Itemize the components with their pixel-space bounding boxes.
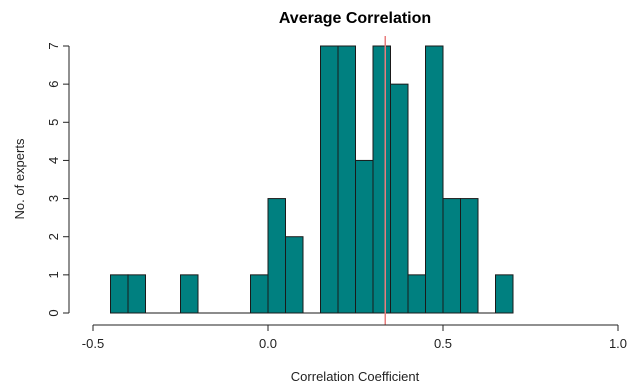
x-axis-label: Correlation Coefficient [291, 369, 420, 384]
y-tick-label: 0 [46, 309, 61, 316]
y-axis-label: No. of experts [12, 138, 27, 219]
x-axis: -0.5 0.0 0.5 1.0 [82, 324, 627, 351]
y-tick-label: 5 [46, 119, 61, 126]
y-tick-label: 7 [46, 42, 61, 49]
x-tick-label: -0.5 [82, 336, 104, 351]
histogram-bar [355, 159, 374, 314]
y-tick-label: 1 [46, 271, 61, 278]
histogram-bar [127, 274, 146, 314]
histogram-bar [320, 45, 339, 314]
y-tick-label: 4 [46, 157, 61, 164]
x-tick-label: 0.0 [259, 336, 277, 351]
histogram-bar [460, 198, 479, 314]
y-tick-label: 3 [46, 195, 61, 202]
histogram-bar [495, 274, 514, 314]
histogram-bar [425, 45, 444, 314]
histogram-bar [442, 198, 461, 314]
histogram-bar [250, 274, 269, 314]
x-tick-label: 1.0 [609, 336, 627, 351]
histogram-bar [285, 236, 304, 314]
histogram-bar [267, 198, 286, 314]
y-axis: 0 1 2 3 4 5 6 7 [46, 42, 70, 317]
histogram-bar [372, 45, 391, 314]
y-tick-label: 2 [46, 233, 61, 240]
chart-title: Average Correlation [279, 10, 431, 27]
x-tick-label: 0.5 [434, 336, 452, 351]
histogram-bar [407, 274, 426, 314]
histogram-bar [110, 274, 129, 314]
bars-group [110, 45, 514, 314]
histogram-bar [337, 45, 356, 314]
histogram-bar [390, 83, 409, 314]
histogram-bar [180, 274, 199, 314]
y-tick-label: 6 [46, 81, 61, 88]
